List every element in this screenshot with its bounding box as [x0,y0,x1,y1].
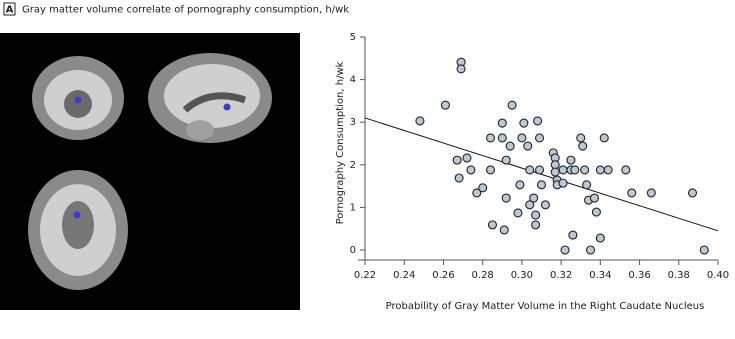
brain-images [0,33,300,310]
x-tick-label: 0.26 [432,270,454,281]
data-point [589,193,600,203]
data-point [529,193,539,203]
x-tick-label: 0.24 [393,270,415,281]
data-point [531,220,541,230]
y-axis-label: Pornography Consumption, h/wk [335,61,346,224]
x-tick-label: 0.32 [550,270,572,281]
trend-line [364,117,719,232]
data-point [585,245,596,255]
data-point [566,155,576,165]
panel-label-box [3,2,16,16]
data-point [558,178,568,188]
x-tick-label: 0.40 [707,270,729,281]
data-point [560,245,570,255]
data-point [472,188,482,198]
data-point [523,141,533,151]
data-point [595,165,605,175]
data-point [558,165,568,175]
data-point [534,133,545,143]
data-point [621,165,631,175]
data-point [582,180,592,190]
data-point [452,155,462,165]
data-point [540,200,550,210]
data-point [462,153,472,163]
data-point [466,165,476,175]
data-point [627,188,637,198]
x-tick-label: 0.34 [589,270,611,281]
data-point [525,200,535,210]
data-point [499,225,509,235]
x-axis-label: Probability of Gray Matter Volume in the… [386,301,705,312]
data-point [534,165,545,175]
data-point [505,141,515,151]
data-point [536,180,547,190]
data-point [531,210,541,220]
data-point [591,207,601,217]
data-point [570,165,580,175]
data-point [501,155,511,165]
data-point [519,118,529,128]
data-point [456,64,466,74]
data-point [513,208,523,218]
data-point [485,133,496,143]
data-point [533,116,543,126]
data-point [550,167,560,177]
data-point [440,100,450,110]
panel-label: A [6,5,14,16]
data-point [501,193,511,203]
y-tick-label: 5 [350,32,356,43]
y-tick-label: 1 [350,202,356,213]
x-tick-label: 0.28 [472,270,494,281]
data-point [576,133,586,143]
data-point [595,233,605,243]
data-point [454,173,464,183]
x-tick-label: 0.38 [668,270,690,281]
data-point [497,118,507,128]
y-tick-label: 2 [350,160,356,171]
data-point [415,116,425,126]
x-tick-label: 0.22 [354,270,376,281]
data-point [599,133,609,143]
data-point [497,133,507,143]
data-point [580,165,590,175]
figure-title: Gray matter volume correlate of pornogra… [22,5,349,16]
data-point [578,141,588,151]
data-point [507,100,517,110]
data-point [646,188,656,198]
y-tick-label: 4 [350,75,356,86]
data-point [525,165,535,175]
data-point [603,165,613,175]
y-tick-label: 3 [350,117,356,128]
data-point [515,180,525,190]
data-point [485,165,496,175]
data-point [687,188,698,198]
data-point [699,245,709,255]
x-tick-label: 0.30 [511,270,533,281]
y-tick-label: 0 [350,245,356,256]
data-point [517,133,527,143]
x-tick-label: 0.36 [628,270,650,281]
data-point [478,183,488,193]
data-point [487,220,498,230]
data-point [568,230,578,240]
